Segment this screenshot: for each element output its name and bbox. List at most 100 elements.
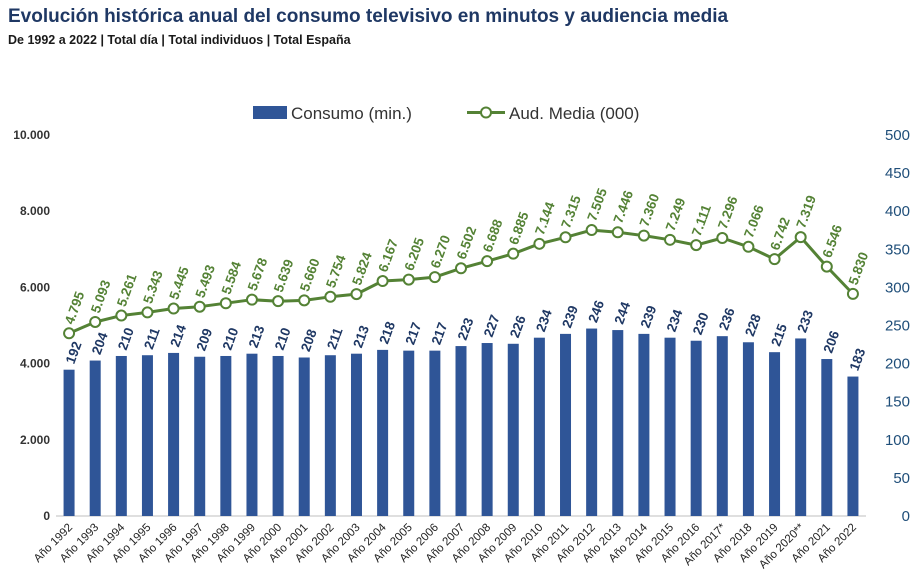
y-right-tick-label: 200: [885, 356, 910, 373]
line-point: [559, 231, 572, 244]
bar-series: [63, 328, 859, 516]
bar: [63, 369, 75, 516]
y-right-tick-label: 350: [885, 241, 910, 258]
line-data-label: 5.343: [140, 268, 166, 305]
line-point: [455, 262, 467, 275]
line-data-label: 7.249: [663, 196, 689, 233]
line-data-label: 7.066: [741, 202, 767, 239]
line-data-label: 5.493: [192, 262, 218, 299]
bar: [350, 353, 362, 516]
bar-data-label: 230: [690, 310, 712, 336]
line-point: [219, 297, 232, 310]
line-data-label: 7.144: [532, 200, 558, 237]
bar-data-label: 244: [611, 299, 633, 326]
legend-line-label: Aud. Media (000): [509, 104, 639, 123]
bar: [742, 342, 754, 516]
bar: [638, 333, 650, 516]
line-data-label: 7.296: [715, 194, 741, 231]
line-point: [611, 226, 624, 239]
bar-data-label: 239: [638, 304, 660, 330]
line-series: [63, 224, 859, 340]
bar-data-label: 223: [455, 315, 477, 342]
bar-data-label: 217: [429, 320, 451, 346]
bar: [586, 328, 598, 516]
line-point: [507, 247, 520, 260]
bar-data-label: 210: [220, 326, 242, 352]
bar: [769, 352, 781, 516]
bar: [272, 355, 284, 516]
line-point: [846, 287, 859, 300]
y-left-tick-label: 8.000: [20, 204, 50, 218]
line-data-label: 5.660: [297, 256, 323, 293]
bar: [324, 355, 336, 516]
bar: [220, 355, 232, 516]
line-point: [115, 309, 128, 322]
y-right-tick-label: 50: [893, 470, 910, 487]
bar: [690, 340, 702, 516]
line-point: [716, 232, 729, 245]
legend-bar-label: Consumo (min.): [291, 104, 412, 123]
line-data-label: 4.795: [62, 289, 88, 326]
y-right-tick-label: 0: [902, 508, 910, 525]
line-point: [402, 273, 415, 286]
line-data-label: 7.111: [689, 202, 714, 238]
bar-data-label: 211: [141, 325, 163, 351]
bar-data-label: 239: [559, 304, 581, 330]
line-data-label: 6.270: [428, 233, 454, 270]
line-data-label: 7.315: [558, 193, 584, 230]
bar: [533, 337, 545, 516]
line-point: [63, 327, 76, 340]
bar: [481, 343, 493, 516]
legend-line-marker: [480, 106, 492, 119]
bar: [403, 350, 415, 516]
bar: [560, 333, 572, 516]
chart-title: Evolución histórica anual del consumo te…: [8, 6, 729, 27]
bar: [455, 346, 467, 516]
bar-data-label: 211: [324, 325, 346, 351]
y-left-tick-label: 10.000: [13, 128, 50, 142]
y-right-tick-label: 400: [885, 203, 910, 220]
bar: [821, 359, 833, 516]
line-point: [742, 240, 755, 253]
line-data-label: 7.360: [637, 192, 663, 229]
y-right-tick-label: 100: [885, 432, 910, 449]
line-point: [350, 288, 363, 301]
bar: [507, 343, 519, 516]
bar-data-label: 215: [768, 321, 790, 348]
bar-data-label: 234: [664, 307, 686, 334]
line-point: [245, 293, 258, 306]
bar-data-label: 236: [716, 305, 738, 332]
y-right-tick-label: 450: [885, 165, 910, 182]
bar-data-label: 227: [481, 313, 503, 339]
bar-data-label: 226: [507, 313, 529, 340]
line-point: [794, 231, 807, 244]
line-data-label: 6.205: [401, 235, 427, 272]
line-point: [324, 290, 337, 303]
line-data-label: 5.754: [323, 252, 349, 289]
line-point: [533, 237, 546, 250]
bar-data-label: 218: [376, 319, 398, 346]
bar: [716, 336, 728, 516]
bar-data-label: 204: [89, 330, 111, 357]
data-labels: 192 204 210 211 214 209 210 213 210 208 211 213 218 2…: [62, 186, 872, 373]
line-data-label: 5.445: [166, 264, 192, 301]
y-left-tick-label: 6.000: [20, 280, 50, 294]
bar: [194, 356, 206, 516]
bar-data-label: 246: [585, 298, 607, 325]
line-data-label: 5.678: [245, 255, 271, 292]
bar: [246, 353, 258, 516]
bar: [664, 337, 676, 516]
y-left-tick-label: 0: [43, 509, 50, 523]
bar-data-label: 206: [821, 328, 843, 355]
y-left-tick-label: 2.000: [20, 433, 50, 447]
bar-data-label: 213: [246, 323, 268, 350]
line-data-label: 6.546: [820, 222, 846, 259]
line-point: [167, 302, 180, 315]
line-point: [272, 295, 285, 308]
bar-data-label: 209: [193, 326, 215, 352]
bar: [298, 357, 310, 516]
line-data-label: 6.167: [375, 237, 401, 274]
bar: [168, 352, 180, 516]
bar-data-label: 233: [794, 308, 816, 335]
